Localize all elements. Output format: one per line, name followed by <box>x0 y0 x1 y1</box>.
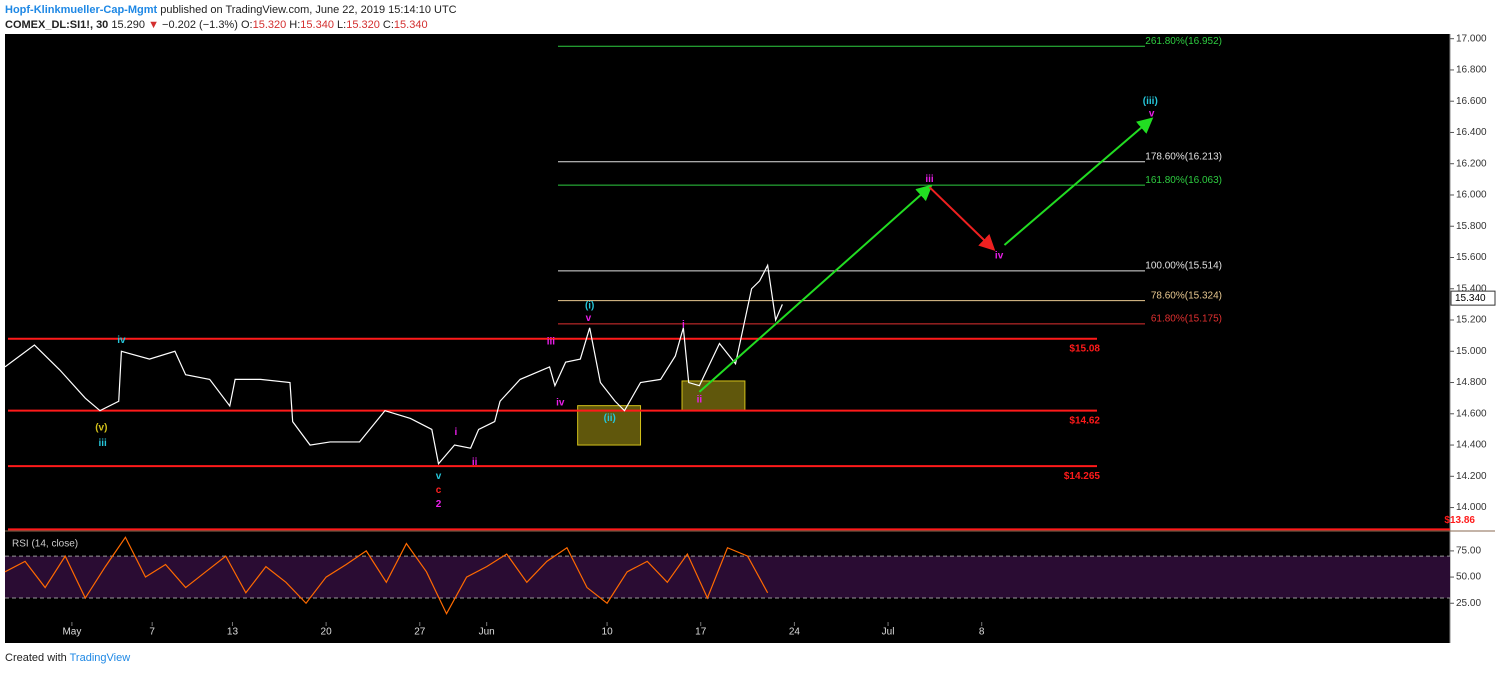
y-tick-label: 14.800 <box>1456 377 1487 388</box>
x-tick-label: 10 <box>602 627 614 638</box>
fib-label: 178.60%(16.213) <box>1145 151 1222 162</box>
x-tick-label: Jul <box>882 627 895 638</box>
y-tick-label: 16.200 <box>1456 158 1487 169</box>
y-tick-label: 14.600 <box>1456 408 1487 419</box>
price-line <box>4 263 783 466</box>
wave-label: ii <box>697 394 703 405</box>
o-label: O: <box>240 19 253 31</box>
wave-label: 2 <box>436 499 442 510</box>
arrow: ▼ <box>148 19 159 31</box>
last-price-label: 15.340 <box>1455 293 1486 304</box>
y-tick-label: 50.00 <box>1456 572 1481 583</box>
wave-label: iii <box>925 174 934 185</box>
y-tick-label: 14.200 <box>1456 471 1487 482</box>
change: −0.202 (−1.3%) <box>162 19 238 31</box>
wave-label: iv <box>117 335 126 346</box>
wave-label: iii <box>98 438 107 449</box>
symbol: COMEX_DL:SI1!, 30 <box>5 19 109 31</box>
wave-label: v <box>436 471 442 482</box>
x-tick-label: Jun <box>479 627 495 638</box>
y-tick-label: 17.000 <box>1456 33 1487 44</box>
wave-zone <box>577 405 642 446</box>
rsi-band <box>5 556 1450 599</box>
x-tick-label: 8 <box>979 627 985 638</box>
x-tick-label: 24 <box>789 627 801 638</box>
wave-label: i <box>455 427 458 438</box>
y-tick-label: 75.00 <box>1456 546 1481 557</box>
l-label: L: <box>337 19 347 31</box>
projection-arrow <box>698 184 933 393</box>
brand[interactable]: TradingView <box>69 652 131 664</box>
level-label: $14.265 <box>1064 471 1101 482</box>
y-tick-label: 16.400 <box>1456 127 1487 138</box>
publish-line: Hopf-Klinkmueller-Cap-Mgmt published on … <box>5 3 457 18</box>
wave-label: (v) <box>95 422 107 433</box>
fib-label: 261.80%(16.952) <box>1145 36 1222 47</box>
open: 15.320 <box>252 19 287 31</box>
x-tick-label: 17 <box>695 627 707 638</box>
wave-zone <box>681 380 746 412</box>
header: Hopf-Klinkmueller-Cap-Mgmt published on … <box>5 3 457 33</box>
fib-label: 161.80%(16.063) <box>1145 175 1222 186</box>
wave-label: iv <box>556 397 565 408</box>
wave-label: (i) <box>585 301 594 312</box>
wave-label: iv <box>995 251 1004 262</box>
y-tick-label: 16.600 <box>1456 96 1487 107</box>
level-label: $15.08 <box>1069 343 1100 354</box>
wave-label: i <box>682 319 685 330</box>
wave-label: iii <box>547 337 556 348</box>
high: 15.340 <box>300 19 334 31</box>
x-tick-label: 7 <box>149 627 155 638</box>
fib-label: 78.60%(15.324) <box>1151 290 1222 301</box>
wave-label: ii <box>472 457 478 468</box>
y-tick-label: 25.00 <box>1456 598 1481 609</box>
wave-label: (iii) <box>1143 96 1158 107</box>
low: 15.320 <box>346 19 380 31</box>
y-tick-label: 16.000 <box>1456 190 1487 201</box>
close: 15.340 <box>393 19 428 31</box>
wave-label: v <box>586 313 592 324</box>
footer: Created with TradingView <box>5 652 130 664</box>
fib-label: 100.00%(15.514) <box>1145 261 1222 272</box>
x-tick-label: 20 <box>321 627 333 638</box>
last-price-box <box>1450 290 1496 306</box>
y-tick-label: 15.400 <box>1456 283 1487 294</box>
price: 15.290 <box>111 19 146 31</box>
y-tick-label: 16.800 <box>1456 65 1487 76</box>
x-tick-label: 13 <box>227 627 239 638</box>
h-label: H: <box>289 19 301 31</box>
y-tick-label: 15.800 <box>1456 221 1487 232</box>
x-tick-label: 27 <box>414 627 426 638</box>
wave-label: (ii) <box>604 413 616 424</box>
fib-label: 61.80%(15.175) <box>1151 314 1222 325</box>
projection-arrow <box>1003 117 1154 246</box>
chart: 14.000 14.200 14.400 14.600 14.800 15.000 15.2… <box>4 33 1496 643</box>
y-tick-label: 15.000 <box>1456 346 1487 357</box>
symbol-line: COMEX_DL:SI1!, 30 15.290 ▼ −0.202 (−1.3%… <box>5 18 457 33</box>
level-label: $14.62 <box>1069 415 1100 426</box>
wave-label: c <box>436 485 442 496</box>
level-label: $13.86 <box>1444 515 1475 526</box>
price-line <box>4 536 769 616</box>
y-tick-label: 14.400 <box>1456 440 1487 451</box>
created: Created with <box>5 652 67 664</box>
y-tick-label: 15.200 <box>1456 315 1487 326</box>
author[interactable]: Hopf-Klinkmueller-Cap-Mgmt <box>5 4 158 16</box>
y-tick-label: 14.000 <box>1456 502 1487 513</box>
published: published on TradingView.com, June 22, 2… <box>160 4 457 16</box>
rsi-title: RSI (14, close) <box>12 539 78 550</box>
x-tick-label: May <box>62 627 81 638</box>
projection-arrow <box>928 186 996 251</box>
c-label: C: <box>382 19 394 31</box>
y-tick-label: 15.600 <box>1456 252 1487 263</box>
wave-label: v <box>1149 108 1155 119</box>
